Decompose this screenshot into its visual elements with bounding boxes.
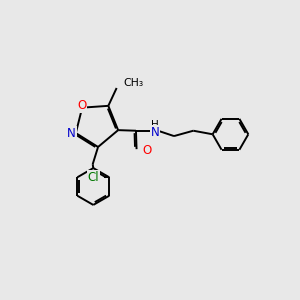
- Text: N: N: [151, 126, 159, 139]
- Text: CH₃: CH₃: [123, 78, 143, 88]
- Text: O: O: [142, 144, 152, 158]
- Text: O: O: [77, 99, 86, 112]
- Text: H: H: [151, 120, 159, 130]
- Text: N: N: [67, 127, 76, 140]
- Text: Cl: Cl: [88, 171, 99, 184]
